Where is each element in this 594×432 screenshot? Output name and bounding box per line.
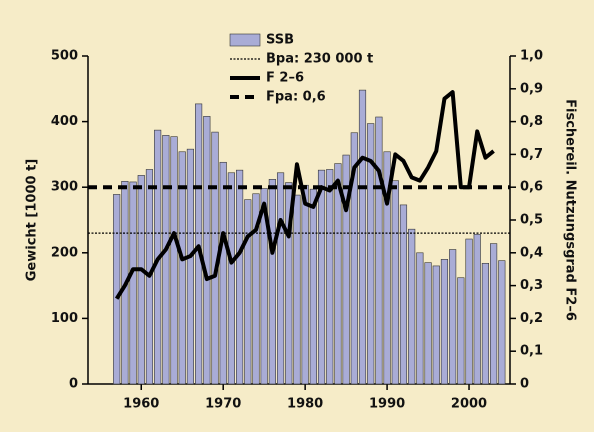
bar xyxy=(481,262,489,385)
legend-label: Bpa: 230 000 t xyxy=(266,52,373,67)
x-tick-label: 1970 xyxy=(205,397,241,412)
legend-label: Fpa: 0,6 xyxy=(266,90,326,105)
bar xyxy=(260,188,268,385)
bar xyxy=(244,199,252,385)
y-tick-label: 200 xyxy=(51,245,78,260)
bar xyxy=(490,243,498,385)
bar xyxy=(186,148,195,385)
bar xyxy=(383,151,391,385)
bar xyxy=(285,182,293,385)
bar xyxy=(203,116,211,385)
bar xyxy=(473,234,481,385)
y-tick-label: 100 xyxy=(51,311,78,326)
bar xyxy=(432,265,440,385)
y2-tick-label: 0,6 xyxy=(520,180,543,195)
bar xyxy=(317,169,326,385)
y2-tick-label: 0,2 xyxy=(520,311,543,326)
bar xyxy=(178,151,186,385)
bar xyxy=(137,175,145,385)
bar xyxy=(301,184,309,385)
bar xyxy=(334,163,342,385)
bar xyxy=(440,259,449,385)
bar xyxy=(326,169,334,385)
y2-tick-label: 0,8 xyxy=(520,114,543,129)
bar xyxy=(424,262,432,385)
legend-swatch xyxy=(229,33,261,47)
y-tick-label: 400 xyxy=(51,114,78,129)
y-tick-label: 0 xyxy=(69,377,78,392)
legend-label: SSB xyxy=(266,33,294,48)
y2-tick-label: 0,3 xyxy=(520,278,543,293)
y2-tick-label: 0,7 xyxy=(520,147,543,162)
bar xyxy=(252,193,260,385)
x-tick-label: 1980 xyxy=(287,397,323,412)
bar xyxy=(268,179,276,385)
bar xyxy=(162,135,170,385)
bar xyxy=(408,228,416,385)
x-tick-label: 1990 xyxy=(369,397,405,412)
line xyxy=(114,90,495,300)
x-tick-label: 1960 xyxy=(123,397,159,412)
bar xyxy=(367,123,375,385)
y2-tick-label: 0,5 xyxy=(520,213,543,228)
bar xyxy=(342,154,350,385)
bar xyxy=(195,103,203,385)
y-tick-label: 300 xyxy=(51,180,78,195)
bar xyxy=(219,161,227,385)
bar xyxy=(399,204,408,385)
bar xyxy=(358,89,367,385)
bar xyxy=(293,194,301,385)
bar xyxy=(375,116,383,385)
bar xyxy=(276,172,285,385)
bar xyxy=(129,181,137,385)
bar xyxy=(309,188,317,385)
bar xyxy=(457,277,465,385)
y2-tick-label: 0,9 xyxy=(520,81,543,96)
bar xyxy=(170,136,178,385)
y2-axis-label: Fischereil. Nutzungsgrad F2–6 xyxy=(563,99,578,321)
bar xyxy=(113,194,121,385)
y2-tick-label: 1,0 xyxy=(520,49,543,64)
bar xyxy=(391,180,399,385)
y2-tick-label: 0,1 xyxy=(520,344,543,359)
bar xyxy=(416,252,424,385)
y2-tick-label: 0 xyxy=(520,377,529,392)
bar xyxy=(227,172,235,385)
legend-label: F 2–6 xyxy=(266,71,304,86)
x-tick-label: 2000 xyxy=(451,397,487,412)
bar xyxy=(465,238,473,385)
y2-tick-label: 0,4 xyxy=(520,245,543,260)
bar xyxy=(449,249,457,385)
bar xyxy=(236,169,244,385)
bar xyxy=(498,260,506,385)
bar xyxy=(350,132,358,385)
y-tick-label: 500 xyxy=(51,49,78,64)
y-axis-label: Gewicht [1000 t] xyxy=(25,159,40,281)
